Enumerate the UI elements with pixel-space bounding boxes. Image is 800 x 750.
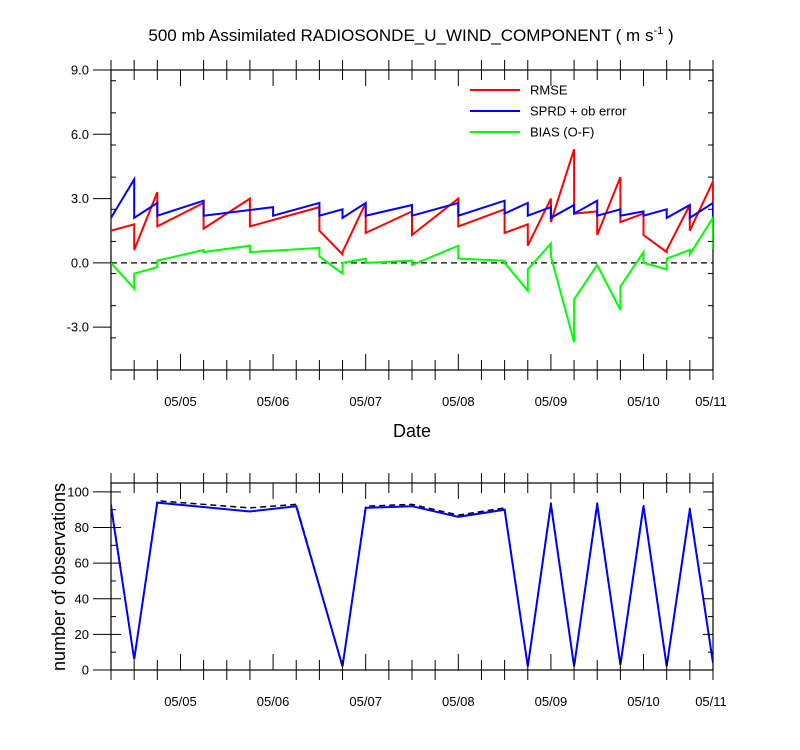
bottom-xtick-label: 05/10 bbox=[627, 694, 660, 709]
top-series-bias-o-f bbox=[111, 216, 713, 343]
top-xtick-label: 05/10 bbox=[627, 394, 660, 409]
chart-title: 500 mb Assimilated RADIOSONDE_U_WIND_COM… bbox=[148, 25, 673, 45]
bottom-xtick-label: 05/06 bbox=[257, 694, 290, 709]
bottom-ytick-label: 40 bbox=[75, 591, 89, 606]
bottom-plot-frame bbox=[110, 482, 714, 671]
top-xtick-label: 05/08 bbox=[442, 394, 475, 409]
y-axis-label-observations: number of observations bbox=[49, 483, 69, 671]
top-ytick-label: 9.0 bbox=[71, 63, 89, 78]
bottom-ytick-label: 100 bbox=[67, 484, 89, 499]
top-xtick-label: 05/07 bbox=[349, 394, 382, 409]
bottom-ytick-label: 20 bbox=[75, 627, 89, 642]
top-ytick-label: 6.0 bbox=[71, 127, 89, 142]
legend-label: BIAS (O-F) bbox=[530, 125, 594, 140]
bottom-xtick-label: 05/07 bbox=[349, 694, 382, 709]
top-series-sprd-ob-error bbox=[111, 175, 713, 220]
bottom-xtick-label: 05/05 bbox=[164, 694, 197, 709]
legend: RMSE SPRD + ob error BIAS (O-F) bbox=[470, 83, 627, 140]
top-ytick-label: -3.0 bbox=[67, 320, 89, 335]
bottom-ytick-label: 0 bbox=[82, 663, 89, 678]
top-xtick-label: 05/11 bbox=[695, 394, 727, 409]
legend-label: RMSE bbox=[530, 83, 568, 98]
bottom-ytick-label: 80 bbox=[75, 520, 89, 535]
bottom-xtick-label: 05/11 bbox=[695, 694, 727, 709]
top-series-rmse bbox=[111, 148, 713, 257]
top-xtick-label: 05/09 bbox=[535, 394, 568, 409]
bottom-ytick-label: 60 bbox=[75, 556, 89, 571]
top-axes-group: -3.0 0.0 3.0 6.0 9.0 05/05 05/06 05/07 05/08 05/0… bbox=[67, 60, 727, 409]
chart-title-end: ) bbox=[663, 26, 673, 45]
top-series-group bbox=[111, 148, 713, 343]
bottom-series-used bbox=[111, 501, 713, 667]
legend-label: SPRD + ob error bbox=[530, 104, 627, 119]
top-ytick-label: 0.0 bbox=[71, 255, 89, 270]
chart-title-superscript: -1 bbox=[653, 25, 663, 37]
chart-title-main: 500 mb Assimilated RADIOSONDE_U_WIND_COM… bbox=[148, 26, 653, 45]
bottom-xtick-label: 05/09 bbox=[535, 694, 568, 709]
bottom-axes-group: 0 20 40 60 80 100 05/05 05/06 05/07 05/08 05/09 05/… bbox=[67, 473, 727, 709]
top-ytick-label: 3.0 bbox=[71, 191, 89, 206]
top-panel: -3.0 0.0 3.0 6.0 9.0 05/05 05/06 05/07 05/08 05/0… bbox=[67, 60, 727, 441]
x-axis-label: Date bbox=[393, 421, 431, 441]
bottom-series-possible bbox=[111, 499, 713, 667]
top-xtick-label: 05/06 bbox=[257, 394, 290, 409]
bottom-panel: 0 20 40 60 80 100 05/05 05/06 05/07 05/08 05/09 05/… bbox=[49, 473, 727, 709]
top-xtick-label: 05/05 bbox=[164, 394, 197, 409]
bottom-series-group bbox=[111, 499, 713, 667]
bottom-xtick-label: 05/08 bbox=[442, 694, 475, 709]
